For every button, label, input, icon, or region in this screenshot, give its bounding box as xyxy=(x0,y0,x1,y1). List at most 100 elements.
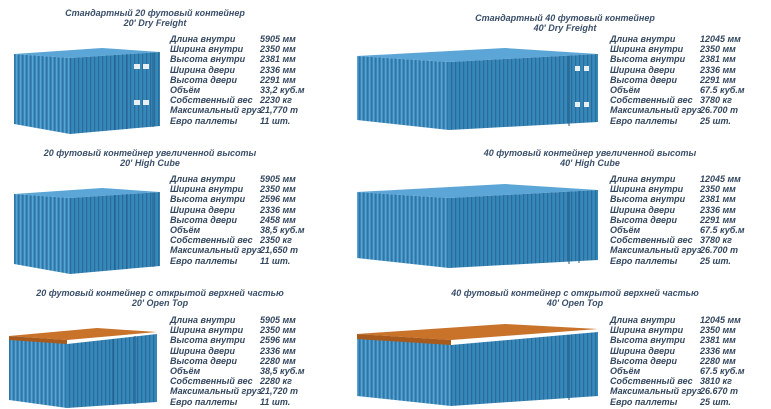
spec-value: 2596 мм xyxy=(260,194,296,205)
specs-table: Длина внутри 5905 мм Ширина внутри 2350 мм В… xyxy=(170,34,305,126)
spec-row: Максимальный груз 21,720 т xyxy=(170,386,305,396)
spec-row: Объём 38,5 куб.м xyxy=(170,366,305,376)
spec-row: Объём 67.5 куб.м xyxy=(610,85,745,95)
spec-value: 38,5 куб.м xyxy=(260,225,305,236)
spec-row: Ширина двери 2336 мм xyxy=(610,65,745,75)
spec-row: Высота внутри 2381 мм xyxy=(170,54,305,64)
spec-label: Евро паллеты xyxy=(170,396,238,407)
spec-label: Собственный вес xyxy=(170,376,253,387)
spec-row: Ширина внутри 2350 мм xyxy=(170,325,305,335)
spec-value: 2336 мм xyxy=(260,345,296,356)
spec-row: Ширина двери 2336 мм xyxy=(170,65,305,75)
spec-row: Высота двери 2458 мм xyxy=(170,215,305,225)
spec-row: Объём 67.5 куб.м xyxy=(610,225,745,235)
spec-value: 33,2 куб.м xyxy=(260,85,305,96)
spec-value: 2350 мм xyxy=(700,44,736,55)
spec-label: Длина внутри xyxy=(610,34,676,44)
spec-value: 2280 кг xyxy=(260,376,292,387)
spec-value: 67.5 куб.м xyxy=(700,85,745,96)
container-image-20ft-open-top xyxy=(9,328,157,408)
title-line-2: 20' High Cube xyxy=(120,158,180,168)
spec-label: Ширина внутри xyxy=(610,184,684,195)
spec-row: Высота двери 2291 мм xyxy=(610,75,745,85)
spec-value: 2350 мм xyxy=(700,325,736,336)
spec-label: Ширина внутри xyxy=(610,44,684,55)
spec-row: Высота двери 2291 мм xyxy=(170,75,305,85)
spec-label: Ширина двери xyxy=(610,64,676,75)
spec-row: Ширина двери 2336 мм xyxy=(170,205,305,215)
spec-value: 2336 мм xyxy=(260,64,296,75)
spec-value: 11 шт. xyxy=(260,255,291,266)
spec-row: Евро паллеты 11 шт. xyxy=(170,116,305,126)
container-image-40ft xyxy=(357,184,598,268)
spec-label: Евро паллеты xyxy=(170,115,238,126)
spec-label: Высота двери xyxy=(610,214,677,225)
spec-label: Максимальный груз xyxy=(170,105,262,116)
spec-row: Собственный вес 2230 кг xyxy=(170,95,305,105)
spec-value: 2381 мм xyxy=(700,54,736,65)
title-line-2: 20' Open Top xyxy=(131,298,189,308)
block-title: 40 футовый контейнер увеличенной высоты … xyxy=(455,148,725,168)
spec-row: Евро паллеты 25 шт. xyxy=(610,397,745,407)
spec-label: Евро паллеты xyxy=(170,255,238,266)
spec-value: 2458 мм xyxy=(260,214,296,225)
spec-value: 67.5 куб.м xyxy=(700,366,745,377)
spec-label: Евро паллеты xyxy=(610,115,678,126)
spec-label: Высота двери xyxy=(610,355,677,366)
title-line-1: 40 футовый контейнер увеличенной высоты xyxy=(483,148,697,158)
spec-row: Максимальный груз 21,770 т xyxy=(170,105,305,115)
spec-row: Максимальный груз 26.700 т xyxy=(610,245,745,255)
title-line-2: 20' Dry Freight xyxy=(123,18,187,28)
spec-value: 5905 мм xyxy=(260,315,296,325)
spec-row: Высота двери 2291 мм xyxy=(610,215,745,225)
spec-value: 2350 мм xyxy=(700,184,736,195)
spec-value: 2350 кг xyxy=(260,235,292,246)
block-title: Стандартный 40 футовый контейнер 40' Dry… xyxy=(445,13,685,33)
spec-row: Высота внутри 2381 мм xyxy=(610,335,745,345)
spec-value: 2280 мм xyxy=(700,355,736,366)
spec-row: Высота внутри 2381 мм xyxy=(610,54,745,64)
spec-label: Длина внутри xyxy=(170,315,236,325)
spec-value: 2350 мм xyxy=(260,184,296,195)
container-image-20ft xyxy=(14,48,160,134)
title-line-2: 40' Open Top xyxy=(546,298,604,308)
spec-value: 2350 мм xyxy=(260,44,296,55)
spec-value: 2350 мм xyxy=(260,325,296,336)
spec-row: Ширина внутри 2350 мм xyxy=(170,44,305,54)
spec-row: Ширина внутри 2350 мм xyxy=(610,44,745,54)
spec-row: Собственный вес 2350 кг xyxy=(170,235,305,245)
spec-value: 11 шт. xyxy=(260,115,291,126)
title-line-2: 40' High Cube xyxy=(560,158,620,168)
spec-value: 26.670 т xyxy=(700,386,739,397)
spec-value: 2336 мм xyxy=(700,345,736,356)
spec-label: Собственный вес xyxy=(610,95,693,106)
spec-label: Объём xyxy=(170,85,201,96)
spec-label: Евро паллеты xyxy=(610,255,678,266)
spec-value: 2336 мм xyxy=(700,64,736,75)
spec-row: Объём 38,5 куб.м xyxy=(170,225,305,235)
spec-row: Высота двери 2280 мм xyxy=(610,356,745,366)
spec-label: Высота внутри xyxy=(610,194,686,205)
spec-label: Высота двери xyxy=(170,74,237,85)
title-line-1: Стандартный 20 футовый контейнер xyxy=(65,8,245,18)
spec-label: Собственный вес xyxy=(170,95,253,106)
spec-row: Длина внутри 5905 мм xyxy=(170,34,305,44)
spec-row: Высота внутри 2596 мм xyxy=(170,194,305,204)
spec-value: 2381 мм xyxy=(700,194,736,205)
title-line-1: 20 футовый контейнер увеличенной высоты xyxy=(43,148,257,158)
spec-row: Высота внутри 2381 мм xyxy=(610,194,745,204)
container-image-40ft xyxy=(357,48,598,130)
spec-label: Собственный вес xyxy=(170,235,253,246)
spec-label: Высота двери xyxy=(170,214,237,225)
spec-value: 2291 мм xyxy=(260,74,296,85)
spec-value: 25 шт. xyxy=(700,115,731,126)
spec-row: Ширина внутри 2350 мм xyxy=(170,184,305,194)
spec-label: Ширина двери xyxy=(170,64,236,75)
title-line-1: Стандартный 40 футовый контейнер xyxy=(475,13,655,23)
spec-label: Объём xyxy=(610,85,641,96)
spec-label: Собственный вес xyxy=(610,376,693,387)
container-image-20ft xyxy=(14,188,160,274)
spec-value: 12045 мм xyxy=(700,174,741,184)
spec-value: 38,5 куб.м xyxy=(260,366,305,377)
spec-row: Ширина двери 2336 мм xyxy=(610,205,745,215)
